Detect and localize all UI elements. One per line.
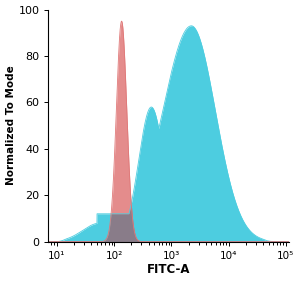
X-axis label: FITC-A: FITC-A — [147, 263, 190, 276]
Y-axis label: Normalized To Mode: Normalized To Mode — [6, 66, 16, 186]
